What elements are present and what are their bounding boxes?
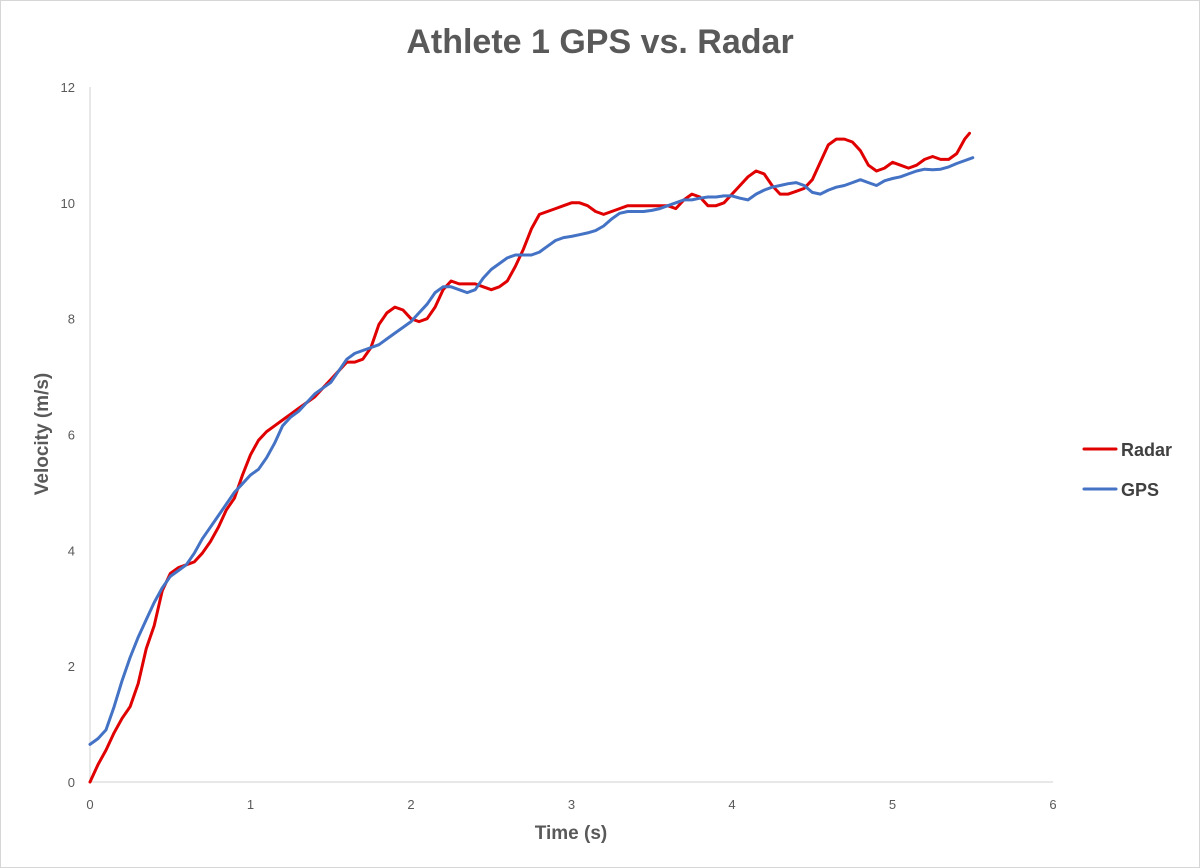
legend: Radar GPS <box>1082 440 1172 500</box>
y-tick-label: 0 <box>68 775 75 790</box>
x-tick-label: 5 <box>889 797 896 812</box>
x-tick-label: 6 <box>1049 797 1056 812</box>
y-tick-label: 6 <box>68 428 75 443</box>
y-tick-label: 10 <box>61 196 75 211</box>
y-tick-label: 4 <box>68 543 75 558</box>
legend-label-radar: Radar <box>1121 440 1172 460</box>
series-lines <box>88 131 975 784</box>
series-line-radar <box>88 131 971 784</box>
plot-area <box>89 87 1053 783</box>
series-line-gps <box>88 156 975 746</box>
y-tick-label: 12 <box>61 80 75 95</box>
x-axis-title: Time (s) <box>535 823 608 844</box>
x-tick-label: 2 <box>407 797 414 812</box>
x-tick-labels: 0 1 2 3 4 5 6 <box>86 797 1056 812</box>
legend-label-gps: GPS <box>1121 480 1159 500</box>
y-axis-title: Velocity (m/s) <box>32 373 53 496</box>
chart-title: Athlete 1 GPS vs. Radar <box>406 23 793 61</box>
x-tick-label: 1 <box>247 797 254 812</box>
x-tick-label: 0 <box>86 797 93 812</box>
y-tick-labels: 0 2 4 6 8 10 12 <box>61 80 75 790</box>
x-tick-label: 3 <box>568 797 575 812</box>
x-tick-label: 4 <box>728 797 735 812</box>
y-tick-label: 8 <box>68 312 75 327</box>
y-tick-label: 2 <box>68 659 75 674</box>
